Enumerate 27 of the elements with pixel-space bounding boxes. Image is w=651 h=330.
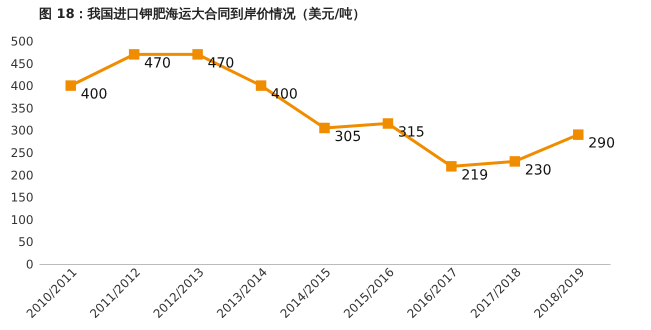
point [256,80,266,91]
data-label: 219 [461,167,488,184]
data-label: 230 [524,162,552,178]
y-tick-label: 150 [10,190,34,205]
point [192,49,203,60]
point [382,118,394,129]
y-tick-label: 350 [10,101,34,116]
point [128,49,140,60]
point [446,161,457,172]
data-label: 400 [80,86,108,103]
point [65,80,76,91]
y-tick-label: 50 [18,235,34,250]
y-tick-label: 200 [10,168,34,182]
y-tick-label: 300 [10,124,34,138]
point [573,129,584,140]
data-label: 305 [334,128,362,145]
point [319,122,330,134]
y-tick-label: 500 [10,34,34,48]
data-label: 290 [588,136,616,152]
point [510,156,520,167]
chart-title: 图 18：我国进口钾肥海运大合同到岸价情况（美元/吨） [39,6,366,22]
y-tick-label: 100 [10,212,34,227]
y-tick-label: 400 [10,79,34,94]
data-label: 470 [144,55,171,72]
y-tick-label: 450 [10,56,34,71]
y-tick-label: 250 [10,146,34,160]
y-tick-label: 0 [26,258,34,272]
